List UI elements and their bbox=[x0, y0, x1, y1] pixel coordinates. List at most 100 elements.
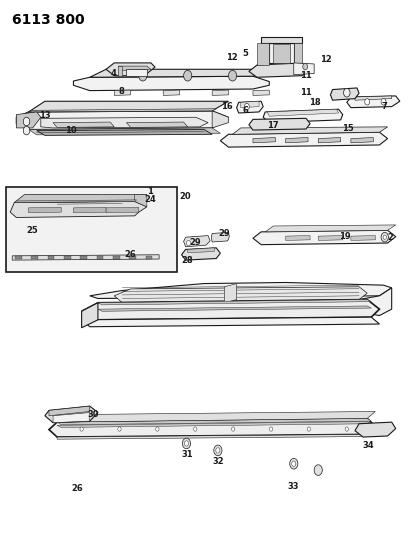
Circle shape bbox=[269, 427, 273, 431]
Polygon shape bbox=[14, 200, 137, 203]
Text: 13: 13 bbox=[39, 111, 50, 120]
Polygon shape bbox=[90, 282, 392, 298]
Circle shape bbox=[314, 465, 322, 475]
Text: 4: 4 bbox=[111, 69, 116, 78]
Polygon shape bbox=[98, 300, 371, 305]
Polygon shape bbox=[257, 43, 269, 65]
Bar bbox=[15, 256, 22, 259]
Text: 16: 16 bbox=[221, 102, 233, 111]
Text: 6: 6 bbox=[243, 106, 248, 115]
Polygon shape bbox=[114, 90, 131, 95]
Polygon shape bbox=[106, 207, 139, 213]
Polygon shape bbox=[73, 207, 106, 213]
Circle shape bbox=[156, 427, 159, 431]
Polygon shape bbox=[318, 138, 341, 143]
Circle shape bbox=[381, 99, 386, 105]
Bar bbox=[129, 256, 136, 259]
Polygon shape bbox=[14, 195, 147, 203]
Text: 32: 32 bbox=[212, 457, 224, 465]
Polygon shape bbox=[330, 88, 359, 100]
Text: 10: 10 bbox=[65, 126, 77, 135]
Circle shape bbox=[23, 126, 30, 135]
Polygon shape bbox=[188, 248, 214, 253]
Circle shape bbox=[23, 117, 30, 126]
Text: 2: 2 bbox=[388, 233, 393, 241]
Circle shape bbox=[184, 70, 192, 81]
Bar bbox=[113, 256, 120, 259]
Polygon shape bbox=[41, 117, 208, 128]
Text: 6113 800: 6113 800 bbox=[12, 13, 85, 27]
Polygon shape bbox=[57, 411, 375, 422]
Polygon shape bbox=[212, 90, 228, 95]
Polygon shape bbox=[351, 236, 375, 240]
Polygon shape bbox=[29, 128, 220, 135]
Text: 7: 7 bbox=[381, 102, 387, 111]
Polygon shape bbox=[82, 303, 98, 328]
Polygon shape bbox=[224, 284, 237, 303]
Polygon shape bbox=[57, 422, 371, 427]
Polygon shape bbox=[212, 111, 228, 128]
Polygon shape bbox=[45, 406, 98, 423]
Polygon shape bbox=[263, 109, 343, 123]
Polygon shape bbox=[126, 122, 188, 127]
Bar bbox=[6, 187, 177, 272]
Bar bbox=[64, 256, 71, 259]
Text: 8: 8 bbox=[118, 87, 124, 96]
Text: 25: 25 bbox=[27, 227, 38, 235]
Circle shape bbox=[186, 240, 191, 246]
Polygon shape bbox=[163, 90, 180, 95]
Polygon shape bbox=[29, 109, 216, 112]
Circle shape bbox=[118, 427, 121, 431]
Polygon shape bbox=[241, 101, 259, 108]
Polygon shape bbox=[49, 406, 90, 416]
Bar bbox=[146, 256, 152, 259]
Polygon shape bbox=[90, 69, 269, 77]
Polygon shape bbox=[220, 132, 388, 147]
Text: 12: 12 bbox=[226, 53, 238, 61]
Text: 24: 24 bbox=[145, 195, 157, 204]
Circle shape bbox=[244, 103, 249, 110]
Polygon shape bbox=[265, 225, 396, 232]
Polygon shape bbox=[249, 63, 310, 77]
Polygon shape bbox=[347, 96, 400, 108]
Bar bbox=[97, 256, 103, 259]
Text: 11: 11 bbox=[300, 88, 312, 96]
Circle shape bbox=[381, 232, 388, 242]
Polygon shape bbox=[118, 66, 122, 76]
Polygon shape bbox=[57, 418, 371, 425]
Text: 17: 17 bbox=[267, 121, 279, 130]
Circle shape bbox=[292, 461, 296, 466]
Polygon shape bbox=[98, 306, 371, 311]
Circle shape bbox=[139, 70, 147, 81]
Polygon shape bbox=[118, 66, 151, 70]
Circle shape bbox=[345, 427, 348, 431]
Polygon shape bbox=[294, 43, 302, 63]
Polygon shape bbox=[73, 76, 269, 91]
Bar bbox=[80, 256, 87, 259]
Polygon shape bbox=[253, 230, 396, 245]
Text: 12: 12 bbox=[320, 55, 332, 64]
Text: 30: 30 bbox=[88, 410, 99, 419]
Circle shape bbox=[307, 427, 310, 431]
Polygon shape bbox=[249, 118, 310, 130]
Circle shape bbox=[303, 63, 308, 70]
Polygon shape bbox=[29, 101, 228, 112]
Circle shape bbox=[383, 235, 386, 239]
Circle shape bbox=[365, 99, 370, 105]
Text: 29: 29 bbox=[218, 229, 230, 238]
Text: 33: 33 bbox=[288, 482, 299, 490]
Bar bbox=[31, 256, 38, 259]
Circle shape bbox=[290, 458, 298, 469]
Polygon shape bbox=[10, 201, 147, 217]
Polygon shape bbox=[318, 236, 343, 240]
Text: 20: 20 bbox=[180, 192, 191, 200]
Circle shape bbox=[228, 70, 237, 81]
Polygon shape bbox=[355, 422, 396, 437]
Polygon shape bbox=[82, 317, 379, 327]
Polygon shape bbox=[286, 236, 310, 240]
Polygon shape bbox=[49, 418, 375, 437]
Polygon shape bbox=[29, 207, 61, 213]
Polygon shape bbox=[184, 236, 210, 247]
Circle shape bbox=[214, 445, 222, 456]
Text: 19: 19 bbox=[339, 232, 350, 240]
